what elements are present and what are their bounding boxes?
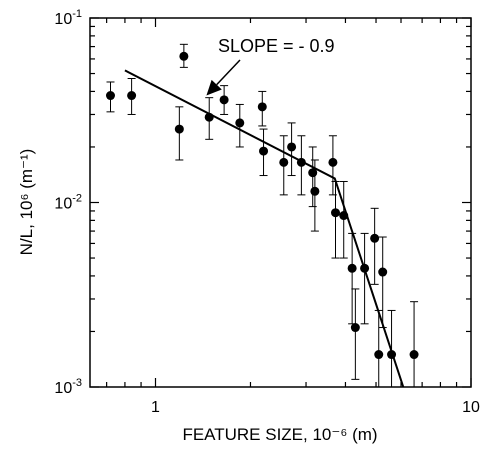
data-point xyxy=(387,350,397,360)
annotation-arrow-head xyxy=(206,79,222,96)
data-point xyxy=(296,157,306,167)
data-point xyxy=(235,118,245,128)
y-tick-label: 10-3 xyxy=(54,377,82,397)
error-bars xyxy=(106,43,419,387)
x-tick-label: 10 xyxy=(462,399,480,416)
data-point xyxy=(331,208,341,218)
fit-line-group xyxy=(124,69,405,388)
data-point xyxy=(339,211,349,221)
annotation-arrow xyxy=(216,59,241,86)
data-points xyxy=(105,51,419,360)
data-point xyxy=(328,157,338,167)
data-point xyxy=(350,323,360,333)
data-point xyxy=(174,124,184,134)
data-point xyxy=(127,91,137,101)
data-point xyxy=(204,112,214,122)
data-point xyxy=(105,91,115,101)
axis-ticks xyxy=(90,17,472,388)
data-point xyxy=(370,233,380,243)
y-axis-label: N/L, 10⁶ (m⁻¹) xyxy=(17,149,36,256)
data-point xyxy=(179,51,189,61)
data-point xyxy=(257,102,267,112)
data-point xyxy=(347,263,357,273)
data-point xyxy=(219,95,229,105)
data-point xyxy=(279,157,289,167)
data-point xyxy=(409,350,419,360)
y-tick-label: 10-1 xyxy=(54,8,82,28)
x-axis-label: FEATURE SIZE, 10⁻⁶ (m) xyxy=(182,425,377,444)
slope-annotation: SLOPE = - 0.9 xyxy=(218,36,335,56)
y-tick-label: 10-2 xyxy=(54,193,82,213)
fit-line xyxy=(124,69,405,388)
data-point xyxy=(287,142,297,152)
data-point xyxy=(374,350,384,360)
data-point xyxy=(308,168,318,178)
data-point xyxy=(310,186,320,196)
data-point xyxy=(378,267,388,277)
x-tick-label: 1 xyxy=(151,399,160,416)
data-point xyxy=(360,263,370,273)
data-point xyxy=(259,146,269,156)
tick-labels: 1 10 10-3 10-2 10-1 xyxy=(54,8,480,416)
